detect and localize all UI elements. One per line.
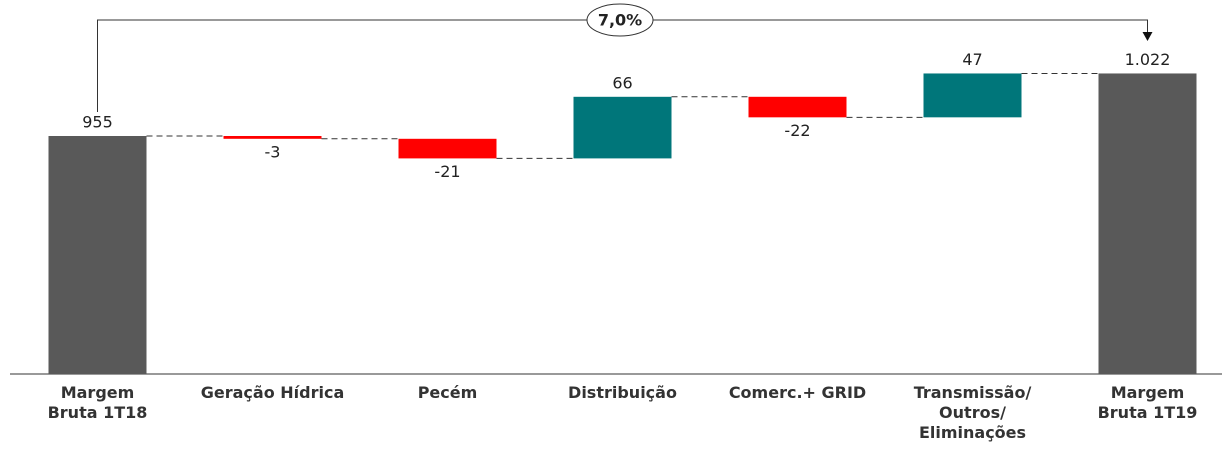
bar bbox=[1098, 73, 1197, 374]
annotation: 7,0% bbox=[598, 11, 642, 30]
value-label: 47 bbox=[962, 50, 982, 69]
x-tick-label: Pecém bbox=[417, 383, 478, 402]
bar bbox=[748, 96, 847, 118]
x-tick-label: Geração Hídrica bbox=[200, 383, 345, 402]
value-label: -21 bbox=[434, 162, 460, 181]
x-tick-label: Margem Bruta 1T18 bbox=[47, 383, 148, 422]
bar bbox=[573, 96, 672, 159]
bar bbox=[398, 138, 497, 159]
arrow-head bbox=[1142, 32, 1153, 41]
x-tick-label: Margem Bruta 1T19 bbox=[1097, 383, 1198, 422]
annotation-ellipse bbox=[586, 3, 654, 37]
x-tick-label: Distribuição bbox=[568, 383, 677, 402]
value-label: 1.022 bbox=[1125, 50, 1171, 69]
bar bbox=[223, 136, 322, 139]
value-label: -3 bbox=[265, 142, 281, 161]
x-tick-label: Transmissão/ Outros/ Eliminações bbox=[913, 383, 1032, 442]
bar bbox=[48, 136, 147, 374]
value-label: 955 bbox=[82, 113, 113, 132]
value-label: 66 bbox=[612, 73, 632, 92]
x-tick-label: Comerc.+ GRID bbox=[728, 383, 867, 402]
value-label: -22 bbox=[784, 121, 810, 140]
bar bbox=[923, 73, 1022, 118]
